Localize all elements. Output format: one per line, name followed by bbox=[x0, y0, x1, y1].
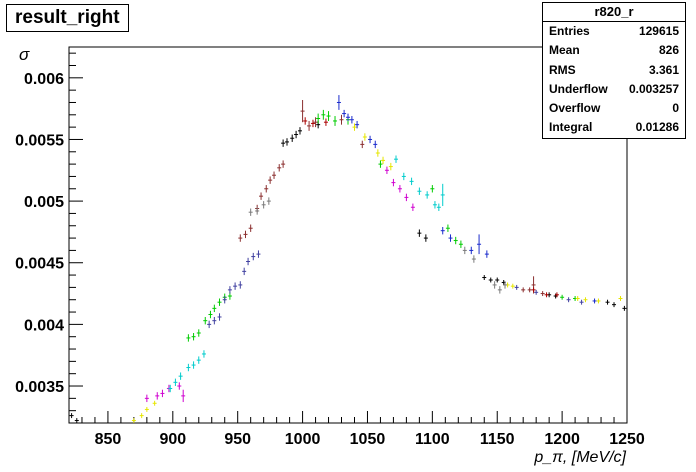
stat-row-overflow: Overflow 0 bbox=[543, 99, 685, 118]
stat-row-integral: Integral 0.01286 bbox=[543, 118, 685, 137]
stat-label: Entries bbox=[549, 24, 590, 38]
x-tick-label: 1200 bbox=[544, 431, 580, 448]
y-tick-label: 0.0035 bbox=[15, 379, 64, 396]
y-axis-title: σ bbox=[19, 45, 30, 64]
stat-label: Integral bbox=[549, 120, 593, 135]
stat-value: 0 bbox=[672, 101, 679, 116]
stat-label: RMS bbox=[549, 62, 576, 77]
stat-row-mean: Mean 826 bbox=[543, 41, 685, 60]
stat-label: Underflow bbox=[549, 81, 608, 96]
stat-value: 0.003257 bbox=[628, 81, 679, 96]
x-tick-label: 950 bbox=[224, 431, 251, 448]
x-tick-label: 1000 bbox=[285, 431, 321, 448]
stat-value: 0.01286 bbox=[635, 120, 679, 135]
stat-row-rms: RMS 3.361 bbox=[543, 61, 685, 80]
stat-value: 3.361 bbox=[648, 62, 679, 77]
plot-frame bbox=[68, 46, 628, 424]
stat-value: 826 bbox=[658, 43, 679, 58]
stat-label: Overflow bbox=[549, 101, 601, 116]
y-tick-label: 0.004 bbox=[24, 317, 64, 334]
x-axis-title: p_π, [MeV/c] bbox=[533, 449, 626, 466]
stats-name: r820_r bbox=[543, 3, 685, 22]
y-tick-label: 0.006 bbox=[24, 71, 64, 88]
y-tick-label: 0.0045 bbox=[15, 256, 64, 273]
x-tick-label: 900 bbox=[159, 431, 186, 448]
stat-row-entries: Entries 129615 bbox=[543, 22, 685, 41]
histogram-title: result_right bbox=[6, 4, 129, 32]
y-tick-label: 0.0055 bbox=[15, 132, 64, 149]
stat-value: 129615 bbox=[638, 24, 679, 38]
x-tick-label: 1100 bbox=[415, 431, 450, 448]
y-tick-label: 0.005 bbox=[24, 194, 64, 211]
x-tick-label: 1250 bbox=[609, 431, 645, 448]
stat-label: Mean bbox=[549, 43, 580, 58]
x-tick-label: 850 bbox=[95, 431, 122, 448]
x-tick-label: 1150 bbox=[480, 431, 515, 448]
x-tick-label: 1050 bbox=[350, 431, 386, 448]
stat-row-underflow: Underflow 0.003257 bbox=[543, 80, 685, 99]
stats-box: r820_r Entries 129615 Mean 826 RMS 3.361… bbox=[542, 2, 686, 139]
